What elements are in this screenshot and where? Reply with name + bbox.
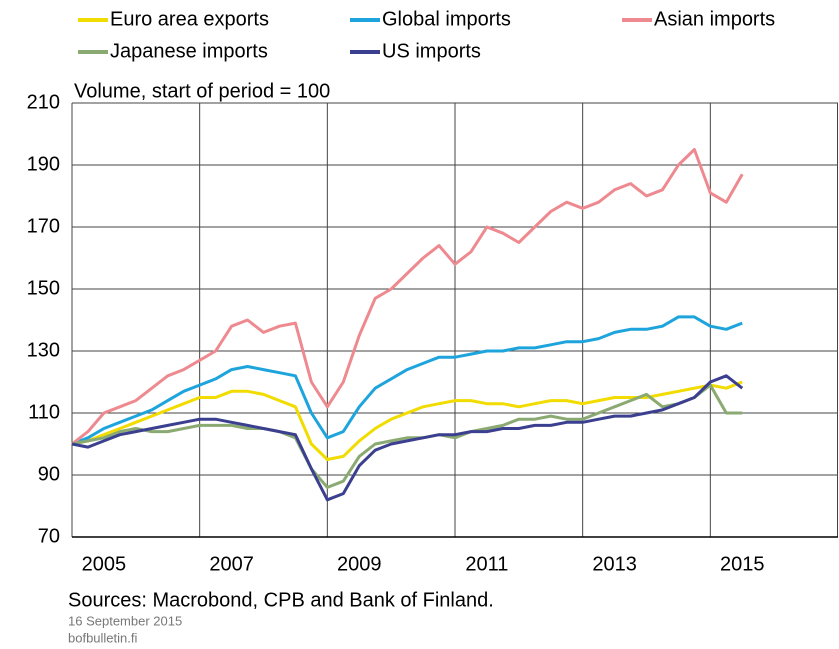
x-tick-label: 2015: [720, 553, 765, 575]
y-tick-label: 70: [38, 525, 60, 547]
y-tick-label: 110: [28, 401, 60, 423]
y-tick-label: 130: [27, 339, 60, 361]
x-tick-label: 2011: [465, 553, 508, 575]
series-line: [71, 380, 743, 461]
date: 16 September 2015: [68, 613, 182, 628]
legend-label: Euro area exports: [110, 8, 269, 30]
series-line: [71, 148, 744, 446]
x-tick-label: 2007: [209, 553, 254, 575]
series-line: [71, 374, 744, 502]
y-tick-label: 150: [27, 277, 60, 299]
legend-label: Global imports: [382, 8, 511, 30]
source: Sources: Macrobond, CPB and Bank of Finl…: [68, 589, 494, 611]
y-tick-label: 170: [27, 215, 60, 237]
y-tick-label: 210: [27, 91, 60, 113]
x-tick-label: 2009: [337, 553, 382, 575]
subtitle: Volume, start of period = 100: [74, 80, 330, 102]
legend-label: Japanese imports: [110, 40, 268, 62]
site: bofbulletin.fi: [68, 630, 137, 645]
legend-label: Asian imports: [654, 8, 775, 30]
legend-label: US imports: [382, 40, 481, 62]
series-line: [71, 315, 743, 446]
series-line: [71, 383, 743, 489]
x-tick-label: 2005: [82, 553, 127, 575]
y-tick-label: 90: [38, 463, 60, 485]
x-tick-label: 2013: [592, 553, 637, 575]
y-tick-label: 190: [27, 153, 60, 175]
